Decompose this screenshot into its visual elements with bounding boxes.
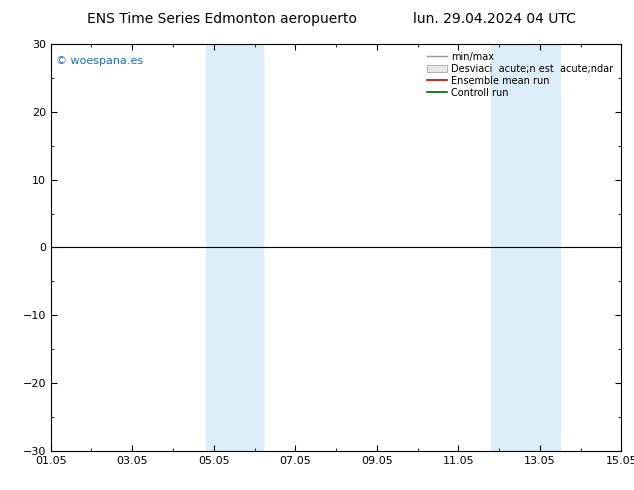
Bar xyxy=(491,44,560,451)
Text: lun. 29.04.2024 04 UTC: lun. 29.04.2024 04 UTC xyxy=(413,12,576,26)
Legend: min/max, Desviaci  acute;n est  acute;ndar, Ensemble mean run, Controll run: min/max, Desviaci acute;n est acute;ndar… xyxy=(424,49,616,100)
Bar xyxy=(205,44,262,451)
Text: © woespana.es: © woespana.es xyxy=(56,56,143,66)
Text: ENS Time Series Edmonton aeropuerto: ENS Time Series Edmonton aeropuerto xyxy=(87,12,357,26)
